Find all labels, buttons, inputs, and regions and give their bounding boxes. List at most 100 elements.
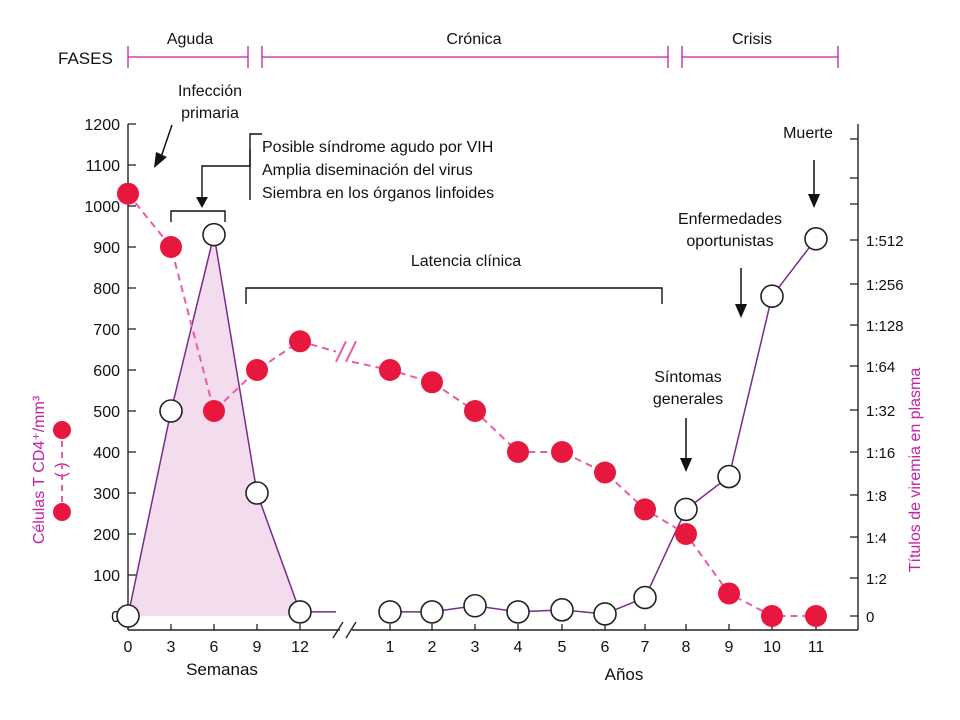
acute-viremia-area <box>128 234 300 616</box>
x-axis-label-weeks: Semanas <box>186 660 258 679</box>
y-tick-label: 1200 <box>84 117 120 134</box>
viremia-point <box>463 593 487 618</box>
latency-label: Latencia clínica <box>411 253 521 270</box>
cd4-point <box>507 441 529 463</box>
opportunistic-line2: oportunistas <box>686 233 773 250</box>
viremia-point <box>717 464 741 489</box>
annotation-primary-infection: Infección primaria <box>154 83 242 168</box>
viremia-point <box>288 600 312 624</box>
x-tick-label: 4 <box>514 639 523 656</box>
symptoms-line2: generales <box>653 391 723 408</box>
y2-tick-label: 1:64 <box>866 359 895 376</box>
phase-acute-label: Aguda <box>167 31 213 48</box>
y2-tick-label: 1:256 <box>866 277 904 294</box>
y-axis-label-left: Células T CD4⁺/mm³ <box>31 395 48 544</box>
annotation-symptoms: Síntomas generales <box>653 369 723 472</box>
cd4-point <box>160 236 182 258</box>
x-tick-label: 6 <box>601 639 610 656</box>
acute-box-line1: Posible síndrome agudo por VIH <box>262 139 493 156</box>
annotation-latency: Latencia clínica <box>245 253 663 304</box>
viremia-point <box>550 598 574 622</box>
viremia-point <box>760 284 784 309</box>
cd4-point <box>203 400 225 422</box>
x-tick-label: 0 <box>124 639 133 656</box>
viremia-point <box>378 600 402 624</box>
x-axis-break-1 <box>332 621 344 639</box>
cd4-point <box>421 371 443 394</box>
y2-tick-label: 1:512 <box>866 233 904 250</box>
x-tick-label: 12 <box>291 639 309 656</box>
y-axis-label-right: Títulos de viremia en plasma <box>907 368 924 573</box>
x-tick-label: 8 <box>682 639 691 656</box>
arrow-down-icon <box>154 152 167 168</box>
arrow-down-icon <box>680 458 692 472</box>
points-layer <box>116 182 828 628</box>
viremia-point <box>804 227 828 251</box>
y2-tick-label: 1:16 <box>866 445 895 462</box>
ticks-layer: 0100200300400500600700800900100011001200… <box>84 117 903 656</box>
cd4-break-1 <box>335 340 347 363</box>
arrow-down-icon <box>808 194 820 208</box>
phase-chronic-label: Crónica <box>446 31 501 48</box>
y-axis-label-left-paren: ( ) <box>53 462 70 477</box>
x-tick-label: 5 <box>558 639 567 656</box>
y-tick-label: 500 <box>93 404 120 421</box>
y2-tick-label: 1:2 <box>866 571 887 588</box>
x-tick-label: 7 <box>641 639 650 656</box>
x-tick-label: 9 <box>253 639 262 656</box>
cd4-point <box>379 359 401 381</box>
y2-tick-label: 1:128 <box>866 318 904 335</box>
cd4-break-2 <box>345 340 357 363</box>
cd4-point <box>761 605 783 627</box>
primary-infection-line1: Infección <box>178 83 242 100</box>
viremia-point <box>506 600 530 624</box>
cd4-point <box>117 182 139 205</box>
annotation-acute-syndrome: Posible síndrome agudo por VIH Amplia di… <box>170 133 494 222</box>
viremia-point <box>674 497 698 522</box>
viremia-point <box>245 481 269 505</box>
cd4-point <box>594 461 616 484</box>
cd4-point <box>675 523 697 545</box>
x-axis-break-2 <box>345 621 357 639</box>
acute-bracket <box>170 210 226 222</box>
x-axis-label-years: Años <box>605 665 644 684</box>
acute-box-line2: Amplia diseminación del virus <box>262 162 473 179</box>
phase-crisis-label: Crisis <box>732 31 772 48</box>
viremia-point <box>633 585 657 610</box>
viremia-point <box>159 399 183 423</box>
x-tick-label: 9 <box>725 639 734 656</box>
y2-tick-label: 0 <box>866 609 874 626</box>
y-tick-label: 1000 <box>84 199 120 216</box>
cd4-point <box>718 582 740 605</box>
x-tick-label: 2 <box>428 639 437 656</box>
y-tick-label: 200 <box>93 527 120 544</box>
phases-label: FASES <box>58 49 113 68</box>
viremia-point <box>420 600 444 624</box>
y-tick-label: 800 <box>93 281 120 298</box>
y-tick-label: 400 <box>93 445 120 462</box>
symptoms-line1: Síntomas <box>654 369 722 386</box>
x-tick-label: 1 <box>386 639 395 656</box>
cd4-legend-marker <box>53 421 71 521</box>
cd4-line-years <box>351 360 816 617</box>
acute-box-line3: Siembra en los órganos linfoides <box>262 185 494 202</box>
cd4-point <box>289 330 311 353</box>
y-tick-label: 0 <box>111 609 120 626</box>
viremia-point <box>116 604 140 628</box>
cd4-point <box>805 605 827 627</box>
y2-tick-label: 1:4 <box>866 530 887 547</box>
y-tick-label: 100 <box>93 568 120 585</box>
y-tick-label: 700 <box>93 322 120 339</box>
cd4-point <box>551 441 573 463</box>
cd4-point <box>634 498 656 521</box>
phase-ticks <box>127 46 839 68</box>
annotation-opportunistic: Enfermedades oportunistas <box>678 211 782 318</box>
latency-bracket <box>245 287 663 304</box>
x-tick-label: 11 <box>808 639 825 656</box>
x-tick-label: 6 <box>210 639 219 656</box>
x-tick-label: 3 <box>471 639 480 656</box>
annotation-death: Muerte <box>783 125 833 208</box>
cd4-point <box>246 359 268 381</box>
phases-header: FASES Aguda Crónica Crisis <box>58 31 839 68</box>
